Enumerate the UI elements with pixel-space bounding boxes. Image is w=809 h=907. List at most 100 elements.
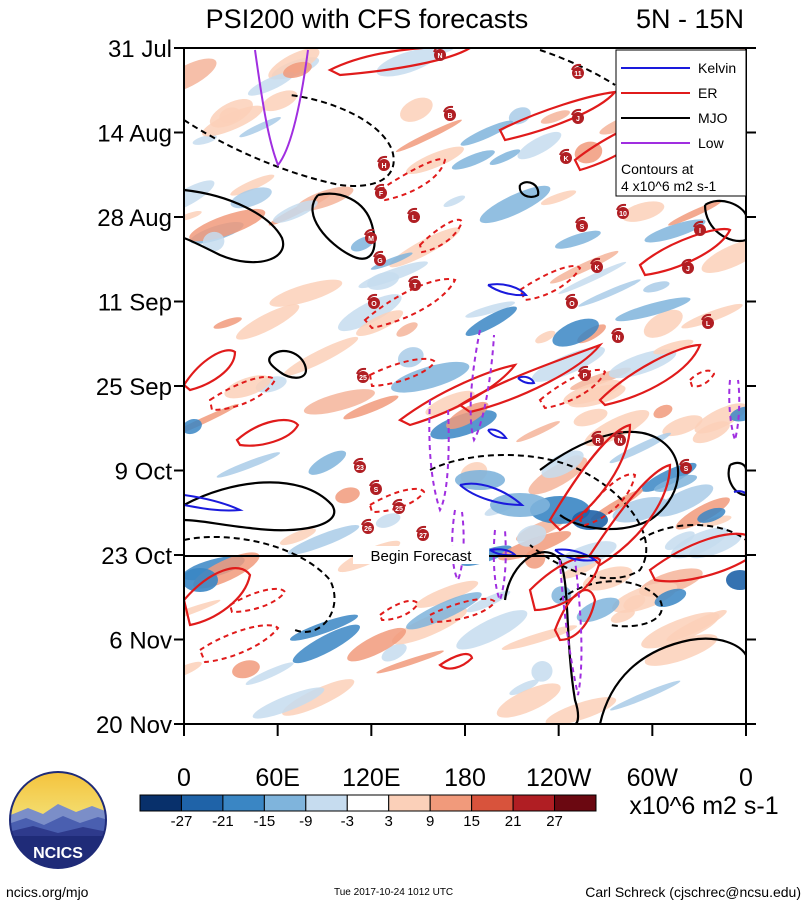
shading-blob xyxy=(189,208,266,242)
storm-label: 25 xyxy=(359,375,367,382)
shading-blob xyxy=(501,625,578,650)
er-contour xyxy=(184,349,237,392)
shading-blob xyxy=(516,421,560,443)
er-contour-dashed xyxy=(378,158,447,202)
colorbar-swatch xyxy=(471,794,514,812)
storm-symbol: S xyxy=(575,216,588,232)
mjo-contour xyxy=(518,181,540,199)
mjo-contour-dashed xyxy=(429,454,648,580)
shading-blob xyxy=(701,239,746,273)
shading-blob xyxy=(236,304,300,340)
shading-blob xyxy=(262,90,298,112)
shading-blob xyxy=(184,180,215,213)
y-tick-label: 6 Nov xyxy=(109,628,172,655)
x-tick-label: 120W xyxy=(526,764,592,792)
er-contour xyxy=(588,463,672,567)
storm-symbol: O xyxy=(367,293,380,309)
shading-blob xyxy=(517,131,562,160)
storm-label: G xyxy=(377,258,383,265)
er-contour-dashed xyxy=(688,369,716,388)
er-contour-dashed xyxy=(578,473,637,527)
x-axis: 0 60E 120E 180 120W 60W 0 xyxy=(177,724,753,792)
storm-symbol: G xyxy=(373,250,386,266)
shading-blob xyxy=(610,680,681,711)
x-tick-label: 60W xyxy=(627,764,679,792)
shading-blob xyxy=(381,643,407,662)
shading-blob xyxy=(697,507,726,523)
footer-author: Carl Schreck (cjschrec@ncsu.edu) xyxy=(585,884,801,900)
shading-blob xyxy=(608,349,677,379)
shading-blob xyxy=(531,346,605,382)
storm-label: J xyxy=(686,266,690,273)
shading-blob xyxy=(643,281,670,293)
storm-symbol: M xyxy=(364,228,377,244)
er-contours xyxy=(184,48,746,670)
shading-blob xyxy=(489,149,521,165)
storm-symbol: B xyxy=(443,105,456,121)
shading-blob xyxy=(653,404,673,419)
storm-symbol: I xyxy=(693,220,706,236)
shading-blob xyxy=(456,610,528,650)
er-contour-dashed xyxy=(538,368,607,410)
shading-blob xyxy=(573,408,608,427)
shading-blob xyxy=(465,301,515,318)
storm-symbol: 10 xyxy=(616,203,629,219)
shading-blob xyxy=(563,379,622,405)
shading-blob xyxy=(343,395,399,420)
shading-blob xyxy=(425,390,475,416)
shading-blob xyxy=(279,528,317,546)
legend-label: ER xyxy=(698,85,717,101)
colorbar-tick-label: 27 xyxy=(546,813,563,830)
kelvin-contour xyxy=(459,482,525,507)
shading-blob xyxy=(541,450,584,479)
shading-blob xyxy=(192,134,217,145)
shading-blob xyxy=(283,336,359,377)
x-tick-label: 120E xyxy=(342,764,400,792)
shading-blob xyxy=(610,609,635,623)
shading-core xyxy=(726,570,746,590)
x-tick-label: 0 xyxy=(177,764,191,792)
shading-blob xyxy=(252,687,325,719)
colorbar-tick-label: -3 xyxy=(341,813,354,830)
shading-blob xyxy=(232,660,260,679)
colorbar-swatch xyxy=(222,794,265,812)
y-tick-label: 9 Oct xyxy=(115,459,173,486)
storm-label: L xyxy=(706,321,711,328)
y-tick-label: 14 Aug xyxy=(97,121,172,148)
er-contour-dashed xyxy=(363,278,457,330)
shading-blob xyxy=(574,141,603,164)
storm-label: R xyxy=(595,438,600,445)
shading-blob xyxy=(303,389,375,415)
storm-label: 23 xyxy=(356,465,364,472)
legend-note-line1: Contours at xyxy=(621,161,693,177)
storm-symbol: L xyxy=(407,207,420,223)
shading-blob xyxy=(545,697,617,724)
storm-label: S xyxy=(374,487,379,494)
low-contour-dashed xyxy=(728,379,741,444)
low-contours xyxy=(254,49,309,167)
er-contour-dashed xyxy=(368,357,437,388)
x-tick-label: 0 xyxy=(739,764,753,792)
low-contour-dashed xyxy=(559,559,583,696)
kelvin-contour xyxy=(517,375,536,385)
er-contour xyxy=(598,343,702,407)
storm-label: F xyxy=(379,191,384,198)
storm-label: T xyxy=(413,283,418,290)
storm-label: K xyxy=(563,156,568,163)
storm-symbol: 27 xyxy=(416,525,429,541)
storm-symbol: J xyxy=(571,108,584,124)
colorbar-swatch xyxy=(429,794,473,812)
shading-blob xyxy=(395,119,462,153)
storm-label: 10 xyxy=(619,211,627,218)
colorbar-tick-label: -21 xyxy=(212,813,234,830)
storm-label: O xyxy=(371,301,377,308)
shading-blob xyxy=(289,614,359,641)
storm-symbol: N xyxy=(613,430,626,446)
shading-blob xyxy=(509,679,539,696)
x-tick-label: 180 xyxy=(444,764,486,792)
chart-title: PSI200 with CFS forecasts xyxy=(206,4,529,34)
shading-blob xyxy=(213,317,242,329)
storm-label: 25 xyxy=(395,506,403,513)
shading-core xyxy=(455,470,505,490)
chart-region: 5N - 15N xyxy=(636,4,744,34)
